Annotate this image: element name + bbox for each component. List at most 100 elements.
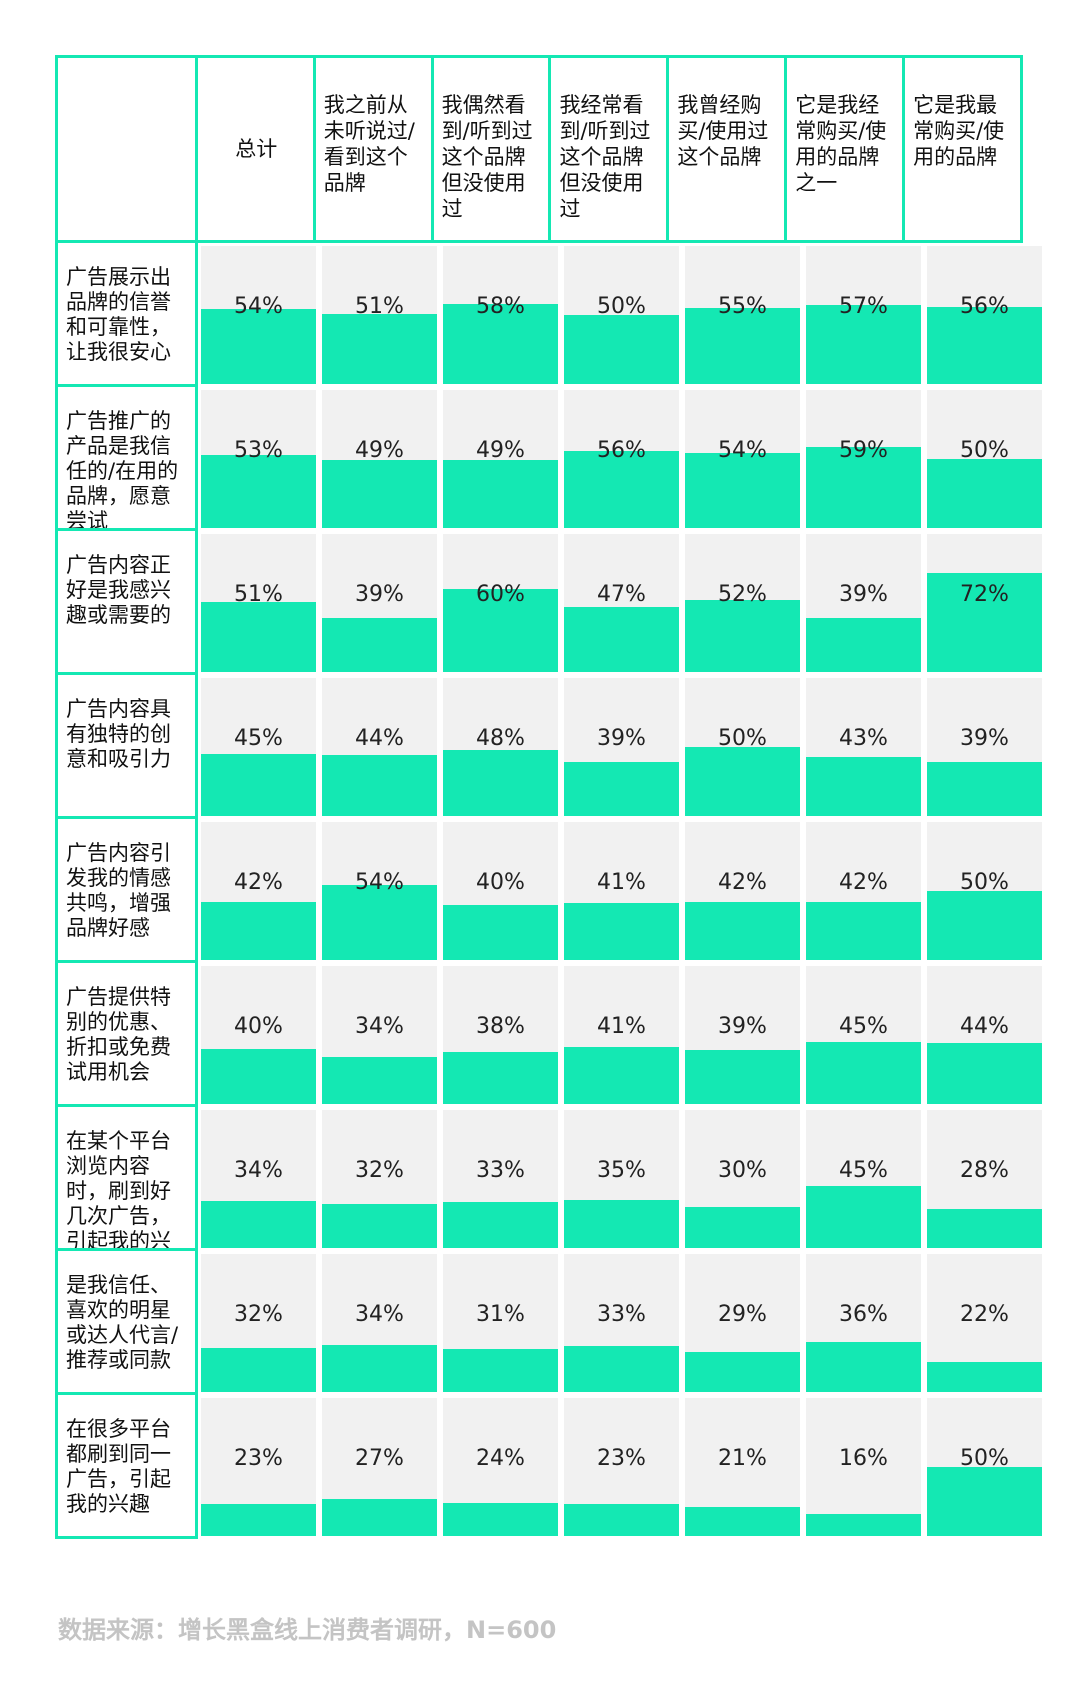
value-label: 53% [234,438,283,463]
value-cell: 56% [564,390,679,528]
value-bar [564,451,679,528]
value-label: 56% [597,438,646,463]
value-label: 49% [476,438,525,463]
value-bar [806,902,921,960]
value-bar [685,1207,800,1248]
value-label: 42% [234,870,283,895]
value-bar [685,1050,800,1104]
value-bar [443,905,558,960]
value-bar [443,1349,558,1392]
header-col-total: 总计 [194,55,316,243]
value-cell: 51% [201,534,316,672]
value-label: 24% [476,1446,525,1471]
value-label: 33% [597,1302,646,1327]
value-bar [806,305,921,384]
value-cell: 45% [806,966,921,1104]
row-cells: 34% 32% 33% 35% 30% 45% 28% [201,1104,1042,1251]
value-label: 47% [597,582,646,607]
header-col-often-seen: 我经常看到/听到过这个品牌但没使用过 [548,55,670,243]
value-label: 41% [597,870,646,895]
value-cell: 21% [685,1398,800,1536]
value-bar [927,891,1042,960]
value-cell: 42% [685,822,800,960]
value-label: 60% [476,582,525,607]
value-cell: 36% [806,1254,921,1392]
value-cell: 33% [564,1254,679,1392]
value-label: 50% [960,870,1009,895]
value-label: 50% [718,726,767,751]
value-bar [201,1049,316,1104]
value-bar [322,314,437,384]
value-bar [564,1200,679,1248]
value-cell: 34% [322,1254,437,1392]
value-cell: 54% [685,390,800,528]
value-cell: 34% [201,1110,316,1248]
value-cell: 16% [806,1398,921,1536]
value-bar [443,460,558,528]
value-cell: 60% [443,534,558,672]
value-cell: 57% [806,246,921,384]
value-cell: 22% [927,1254,1042,1392]
value-label: 36% [839,1302,888,1327]
value-cell: 50% [927,822,1042,960]
row-cells: 45% 44% 48% 39% 50% 43% 39% [201,672,1042,819]
value-bar [685,453,800,528]
value-cell: 58% [443,246,558,384]
value-label: 23% [234,1446,283,1471]
header-label: 我经常看到/听到过这个品牌但没使用过 [559,93,651,221]
value-bar [443,1052,558,1104]
row-cells: 40% 34% 38% 41% 39% 45% 44% [201,960,1042,1107]
value-cell: 50% [927,1398,1042,1536]
value-bar [685,1352,800,1392]
row-label: 是我信任、喜欢的明星或达人代言/推荐或同款 [55,1248,198,1395]
header-col-used-before: 我曾经购买/使用过这个品牌 [666,55,788,243]
row-label: 广告内容具有独特的创意和吸引力 [55,672,198,819]
header-col-most-frequent-brand: 它是我最常购买/使用的品牌 [902,55,1023,243]
header-label: 我之前从未听说过/看到这个品牌 [323,93,415,195]
data-rows: 广告展示出品牌的信誉和可靠性，让我很安心 54% 51% 58% 50% 55% 57% 56… [55,240,1042,1539]
value-cell: 49% [443,390,558,528]
value-label: 48% [476,726,525,751]
row-cells: 32% 34% 31% 33% 29% 36% 22% [201,1248,1042,1395]
value-bar [685,747,800,816]
value-bar [806,618,921,672]
value-cell: 45% [806,1110,921,1248]
value-label: 38% [476,1014,525,1039]
value-bar [564,1346,679,1392]
value-cell: 39% [927,678,1042,816]
value-bar [322,618,437,672]
value-bar [322,1499,437,1536]
value-bar [443,1202,558,1248]
value-bar [927,1362,1042,1392]
value-cell: 41% [564,966,679,1104]
value-cell: 23% [201,1398,316,1536]
header-corner [55,55,198,243]
table-row: 广告展示出品牌的信誉和可靠性，让我很安心 54% 51% 58% 50% 55% 57% 56… [55,240,1042,387]
value-bar [685,1507,800,1536]
value-bar [443,750,558,816]
value-cell: 56% [927,246,1042,384]
value-label: 43% [839,726,888,751]
value-cell: 53% [201,390,316,528]
value-cell: 33% [443,1110,558,1248]
value-label: 50% [960,1446,1009,1471]
value-cell: 49% [322,390,437,528]
value-cell: 27% [322,1398,437,1536]
value-bar [201,902,316,960]
value-cell: 32% [322,1110,437,1248]
value-bar [806,757,921,816]
value-label: 35% [597,1158,646,1183]
value-cell: 35% [564,1110,679,1248]
source-note: 数据来源：增长黑盒线上消费者调研，N=600 [58,1616,557,1644]
value-label: 58% [476,294,525,319]
value-bar [322,885,437,960]
value-bar [443,1503,558,1536]
value-cell: 31% [443,1254,558,1392]
value-bar [927,573,1042,672]
value-cell: 41% [564,822,679,960]
value-bar [322,1345,437,1392]
value-bar [927,307,1042,384]
value-bar [201,1504,316,1536]
value-bar [927,762,1042,816]
row-label: 广告内容引发我的情感共鸣，增强品牌好感 [55,816,198,963]
